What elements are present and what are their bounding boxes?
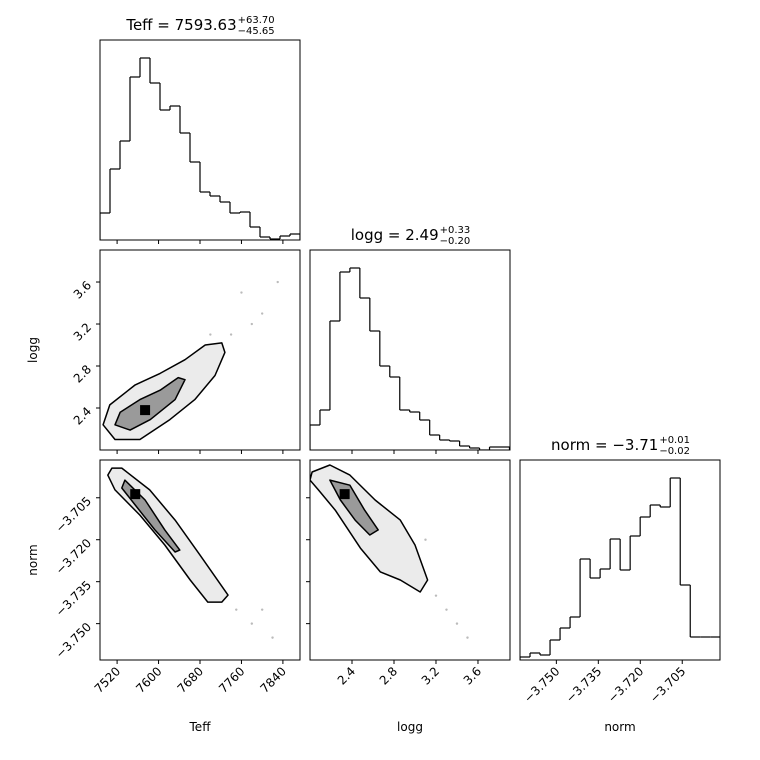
panel xyxy=(310,464,469,639)
panel-title: logg = 2.49 xyxy=(351,226,439,244)
sample-point xyxy=(209,333,212,336)
sample-point xyxy=(445,608,448,611)
sample-point xyxy=(466,636,469,639)
panel-frame xyxy=(519,459,721,661)
title-lower: −0.20 xyxy=(440,236,471,247)
panel-title: Teff = 7593.63 xyxy=(125,16,236,34)
y-tick-label: −3.735 xyxy=(53,578,94,619)
sample-point xyxy=(240,291,243,294)
title-upper: +0.33 xyxy=(440,225,471,236)
panel-frame xyxy=(309,459,511,661)
contour xyxy=(114,376,186,431)
x-tick-label: 7600 xyxy=(133,664,164,695)
x-tick-label: 2.4 xyxy=(335,664,358,687)
y-axis-label: logg xyxy=(26,337,40,363)
sample-point xyxy=(434,594,438,597)
title-upper: +63.70 xyxy=(238,15,275,26)
y-tick-label: 2.8 xyxy=(71,362,94,385)
y-tick-label: 3.6 xyxy=(71,278,94,301)
sample-point xyxy=(276,280,279,284)
x-tick-label: 3.2 xyxy=(419,664,442,687)
x-tick-label: 3.6 xyxy=(461,664,484,687)
y-tick-label: 2.4 xyxy=(71,404,94,427)
sample-point xyxy=(455,622,459,625)
y-tick-label: −3.705 xyxy=(53,494,94,535)
y-tick-label: −3.720 xyxy=(53,536,94,577)
sample-point xyxy=(250,622,254,625)
x-tick-label: 7680 xyxy=(175,664,206,695)
x-tick-label: 2.8 xyxy=(377,664,400,687)
x-tick-label: −3.735 xyxy=(563,664,604,705)
x-tick-label: 7840 xyxy=(258,664,289,695)
sample-point xyxy=(271,636,274,639)
x-tick-label: 7520 xyxy=(92,664,123,695)
y-tick-label: 3.2 xyxy=(71,320,94,343)
panel-title: norm = −3.71 xyxy=(551,436,658,454)
panel-frame xyxy=(309,249,511,451)
y-tick-label: −3.750 xyxy=(53,620,94,661)
title-lower: −0.02 xyxy=(659,446,690,457)
title-lower: −45.65 xyxy=(238,26,275,37)
x-tick-label: −3.705 xyxy=(647,664,688,705)
x-axis-label: Teff xyxy=(189,720,212,734)
x-tick-label: −3.750 xyxy=(521,664,562,705)
panel xyxy=(520,477,720,660)
x-axis-label: logg xyxy=(397,720,423,734)
x-axis-label: norm xyxy=(604,720,635,734)
sample-point xyxy=(260,312,264,315)
density-peak xyxy=(339,489,350,500)
sample-point xyxy=(424,538,427,541)
title-upper: +0.01 xyxy=(659,435,690,446)
panel xyxy=(100,57,300,240)
panel xyxy=(107,467,274,639)
density-peak xyxy=(140,405,151,416)
sample-point xyxy=(229,333,233,336)
panel xyxy=(102,280,279,441)
x-tick-label: 7760 xyxy=(216,664,247,695)
density-peak xyxy=(130,489,141,500)
sample-point xyxy=(250,322,254,326)
y-axis-label: norm xyxy=(26,544,40,575)
x-tick-label: −3.720 xyxy=(605,664,646,705)
sample-point xyxy=(235,608,238,611)
panel xyxy=(310,267,510,450)
sample-point xyxy=(260,608,264,611)
